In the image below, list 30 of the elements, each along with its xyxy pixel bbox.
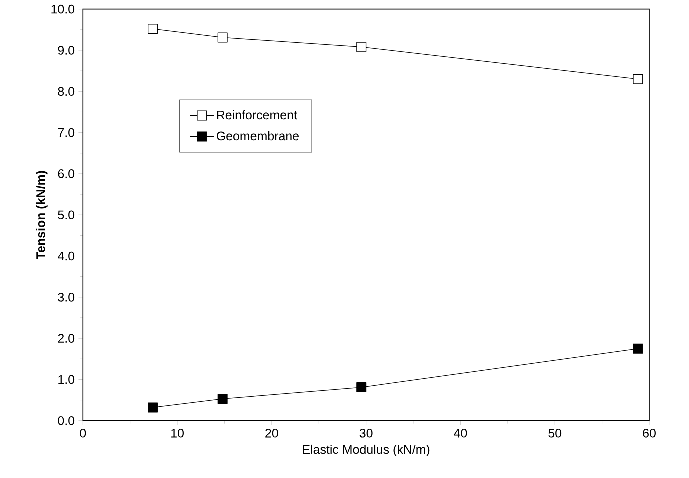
y-tick-label: 8.0 — [58, 87, 75, 96]
x-axis-title: Elastic Modulus (kN/m) — [303, 444, 430, 457]
x-tick-label: 50 — [548, 428, 562, 438]
y-tick-label: 1.0 — [58, 375, 75, 384]
point — [218, 394, 228, 404]
x-tick-label: 30 — [360, 428, 373, 438]
x-tick-label: 20 — [266, 428, 278, 438]
x-tick-label: 0 — [80, 428, 86, 438]
point — [356, 42, 367, 52]
y-tick-label: 5.0 — [58, 210, 75, 220]
point — [148, 24, 158, 34]
y-tick-label: 10.0 — [52, 4, 75, 14]
point — [633, 344, 644, 354]
legend-label: Geomembrane — [217, 131, 299, 141]
y-tick-label: 0.0 — [58, 416, 75, 426]
x-tick-label: 60 — [643, 428, 656, 438]
point — [356, 382, 367, 393]
x-tick-label: 10 — [172, 428, 184, 438]
y-tick-label: 3.0 — [58, 292, 75, 302]
y-axis-title: Tension (kN/m) — [36, 171, 48, 260]
point — [148, 402, 158, 413]
point — [633, 74, 644, 84]
legend-label: Reinforcement — [217, 110, 298, 120]
point — [218, 32, 228, 43]
y-tick-label: 6.0 — [58, 170, 75, 178]
y-tick-label: 7.0 — [58, 128, 75, 138]
y-tick-label: 4.0 — [58, 252, 75, 261]
x-tick-label: 40 — [454, 428, 468, 438]
y-tick-label: 9.0 — [58, 46, 75, 55]
y-tick-label: 2.0 — [58, 334, 75, 343]
